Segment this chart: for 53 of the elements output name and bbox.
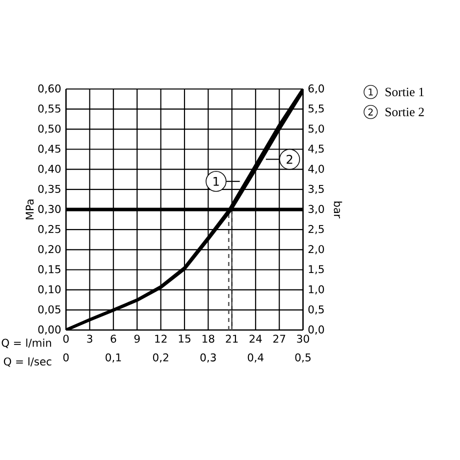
x-tick-label: 18 [202,334,214,343]
y2-tick-label: 3,0 [308,204,324,214]
x-tick-label: 24 [250,334,262,343]
y-tick-label: 0,00 [38,325,61,335]
y-tick-label: 0,35 [38,184,60,194]
y-tick-label: 0,45 [38,144,60,154]
x-tick-label: 15 [178,334,190,343]
x2-axis-title: Q = l/sec [4,357,52,367]
y2-tick-label: 4,5 [308,144,324,154]
x2-tick-label: 0,3 [200,353,216,363]
y2-tick-label: 3,5 [308,184,324,194]
y2-tick-label: 2,5 [308,224,324,234]
y-tick-label: 0,55 [38,104,60,114]
y-tick-label: 0,25 [38,224,60,234]
y2-tick-label: 1,0 [308,285,324,294]
y-axis-title: MPa [26,200,34,220]
annotation: 2 [286,154,292,164]
x2-tick-label: 0,5 [295,353,311,363]
y-tick-label: 0,15 [38,265,60,274]
x-tick-label: 3 [87,334,92,343]
x-tick-label: 21 [226,334,238,343]
y2-tick-label: 0,5 [308,305,324,314]
y2-tick-label: 5,0 [308,124,324,134]
y-tick-label: 0,05 [38,305,60,314]
y-tick-label: 0,60 [38,84,61,94]
text: 2 [368,108,373,116]
y2-axis-title: bar [334,202,342,218]
annotation: 1 [214,177,219,186]
y2-tick-label: 4,0 [308,164,324,174]
y2-tick-label: 6,0 [308,84,324,94]
y-tick-label: 0,20 [38,245,61,254]
x-tick-label: 6 [110,334,116,343]
legend-label: Sortie 1 [386,88,424,96]
y2-tick-label: 2,0 [308,245,324,254]
x2-tick-label: 0,2 [153,353,168,363]
text: 1 [368,88,373,96]
x-axis-title: Q = l/min [2,338,52,348]
legend-label: Sortie 2 [386,108,424,116]
x-tick-label: 30 [297,334,310,343]
x2-tick-label: 0 [63,353,69,362]
x2-tick-label: 0,1 [106,353,121,363]
y-tick-label: 0,10 [38,285,61,294]
x-tick-label: 0 [63,334,69,343]
y-tick-label: 0,50 [38,124,61,134]
x-tick-label: 27 [273,334,286,343]
y2-tick-label: 5,5 [308,104,324,114]
y2-tick-label: 0,0 [308,325,324,335]
y-tick-label: 0,30 [38,204,61,214]
x2-tick-label: 0,4 [248,353,264,363]
x-tick-label: 9 [134,334,140,343]
y2-tick-label: 1,5 [308,265,324,274]
y-tick-label: 0,40 [38,164,61,174]
x-tick-label: 12 [155,334,167,343]
